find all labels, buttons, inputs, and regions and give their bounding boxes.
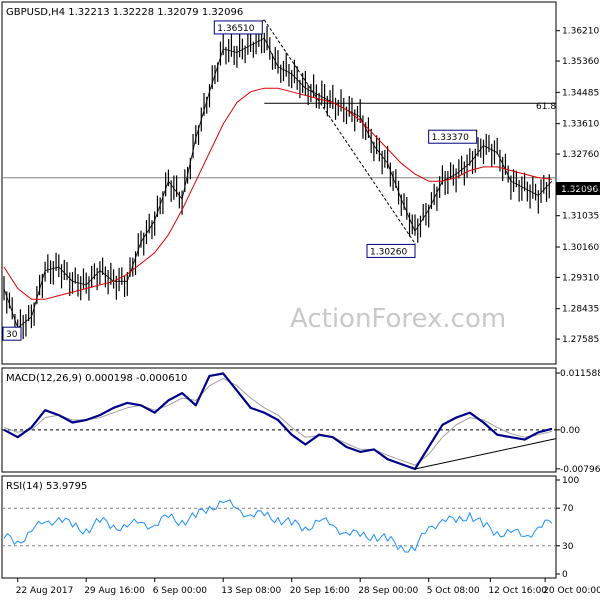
price-y-tick-label: 1.28435 bbox=[562, 305, 599, 315]
x-tick-label: 29 Aug 16:00 bbox=[84, 586, 145, 596]
price-y-tick-label: 1.36210 bbox=[562, 27, 599, 37]
x-tick-label: 22 Aug 2017 bbox=[16, 586, 74, 596]
price-y-tick-label: 1.27585 bbox=[562, 335, 599, 345]
price-y-tick-label: 1.30160 bbox=[562, 243, 599, 253]
annotation-box bbox=[2, 326, 22, 341]
rsi-y-tick-label: 0 bbox=[562, 570, 568, 580]
annotation-label: 1.36510 bbox=[217, 24, 254, 34]
macd-trend-line bbox=[414, 438, 557, 470]
x-tick-label: 20 Oct 00:00 bbox=[543, 586, 600, 596]
price-y-tick-label: 1.31885 bbox=[562, 181, 599, 191]
price-y-tick-label: 1.34485 bbox=[562, 88, 599, 98]
watermark: ActionForex.com bbox=[290, 304, 506, 334]
x-tick-label: 5 Oct 08:00 bbox=[427, 586, 480, 596]
macd-y-tick-label: 0.00 bbox=[560, 426, 580, 436]
macd-panel-title: MACD(12,26,9) 0.000198 -0.000610 bbox=[6, 373, 187, 384]
rsi-y-tick-label: 70 bbox=[562, 504, 574, 514]
rsi-line bbox=[3, 499, 553, 553]
macd-y-tick-label: 0.011588 bbox=[560, 369, 600, 379]
x-tick-label: 28 Sep 00:00 bbox=[358, 586, 418, 596]
trend-line bbox=[263, 19, 416, 244]
annotation-box bbox=[366, 243, 416, 258]
annotation-label: 30 bbox=[6, 330, 18, 340]
price-layer: 1.36510 1.30260 1.33370 30 1.36210 1.35360 1.3… bbox=[2, 19, 599, 345]
rsi-y-tick-label: 100 bbox=[562, 476, 579, 486]
annotation-box bbox=[428, 129, 478, 144]
x-tick-label: 12 Oct 16:00 bbox=[488, 586, 547, 596]
price-line bbox=[3, 37, 553, 329]
macd-signal-line bbox=[3, 377, 553, 466]
moving-average-line bbox=[3, 87, 553, 300]
annotation-label: 1.30260 bbox=[370, 247, 407, 257]
rsi-panel-frame bbox=[1, 475, 557, 579]
x-tick-label: 6 Sep 00:00 bbox=[153, 586, 208, 596]
current-price-box bbox=[556, 182, 600, 195]
price-y-tick-label: 1.31035 bbox=[562, 212, 599, 222]
price-panel-title: GBPUSD,H4 1.32213 1.32228 1.32079 1.3209… bbox=[6, 7, 243, 18]
annotation-connector bbox=[262, 19, 265, 22]
rsi-y-tick-label: 30 bbox=[562, 542, 574, 552]
fib-label: 61.8 bbox=[536, 102, 556, 112]
rsi-panel-title: RSI(14) 53.9795 bbox=[6, 481, 87, 492]
price-y-tick-label: 1.32760 bbox=[562, 150, 599, 160]
price-y-tick-label: 1.29310 bbox=[562, 273, 599, 283]
axis-layer: 22 Aug 2017 29 Aug 16:00 6 Sep 00:00 13 Sep… bbox=[16, 578, 600, 596]
macd-line bbox=[3, 372, 553, 471]
x-tick-label: 13 Sep 08:00 bbox=[221, 586, 281, 596]
macd-panel-frame bbox=[1, 367, 557, 473]
x-tick-label: 20 Sep 16:00 bbox=[290, 586, 350, 596]
current-price-label: 1.32096 bbox=[561, 185, 598, 195]
annotation-label: 1.33370 bbox=[432, 133, 469, 143]
price-y-tick-label: 1.35360 bbox=[562, 57, 599, 67]
price-y-tick-label: 1.33610 bbox=[562, 120, 599, 130]
annotation-box bbox=[213, 20, 263, 35]
rsi-layer: 100 70 30 0 bbox=[2, 476, 579, 580]
